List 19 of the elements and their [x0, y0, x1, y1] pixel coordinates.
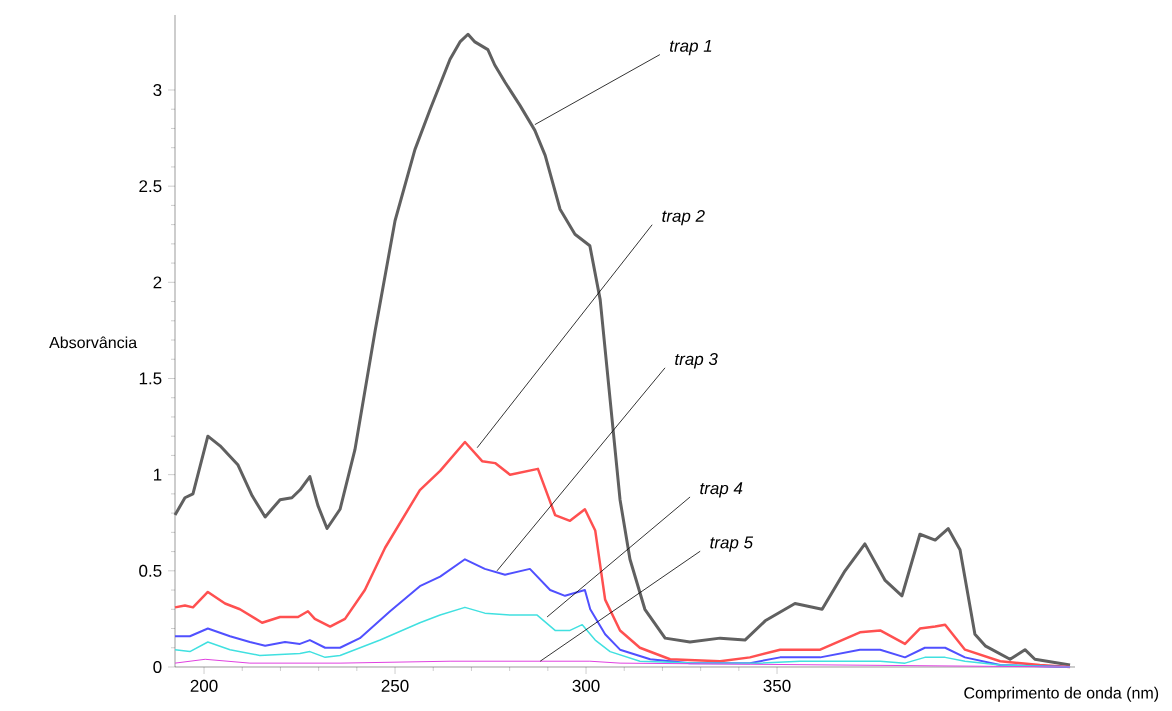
x-tick-label: 200	[190, 679, 218, 692]
y-tick-label: 0	[153, 660, 162, 674]
line-series	[174, 658, 1071, 668]
annotation: trap 4	[700, 482, 743, 498]
x-tick-label: 300	[572, 679, 600, 692]
annotation: trap 5	[710, 536, 754, 552]
x-axis-title: Comprimento de onda (nm)	[964, 686, 1159, 702]
y-tick-label: 1.5	[139, 372, 162, 385]
y-tick-label: 1	[153, 468, 162, 481]
annotation: trap 2	[662, 209, 705, 226]
annotation: trap 1	[670, 39, 712, 56]
y-axis-title: Absorvância	[49, 336, 138, 349]
annotation: trap 3	[675, 353, 718, 369]
y-tick-label: 0.5	[139, 564, 162, 577]
x-tick-label: 250	[381, 679, 409, 692]
y-tick-label: 3	[153, 83, 162, 97]
x-tick-label: 350	[763, 679, 791, 692]
y-tick-label: 2.5	[139, 180, 162, 193]
y-tick-label: 2	[153, 276, 162, 289]
